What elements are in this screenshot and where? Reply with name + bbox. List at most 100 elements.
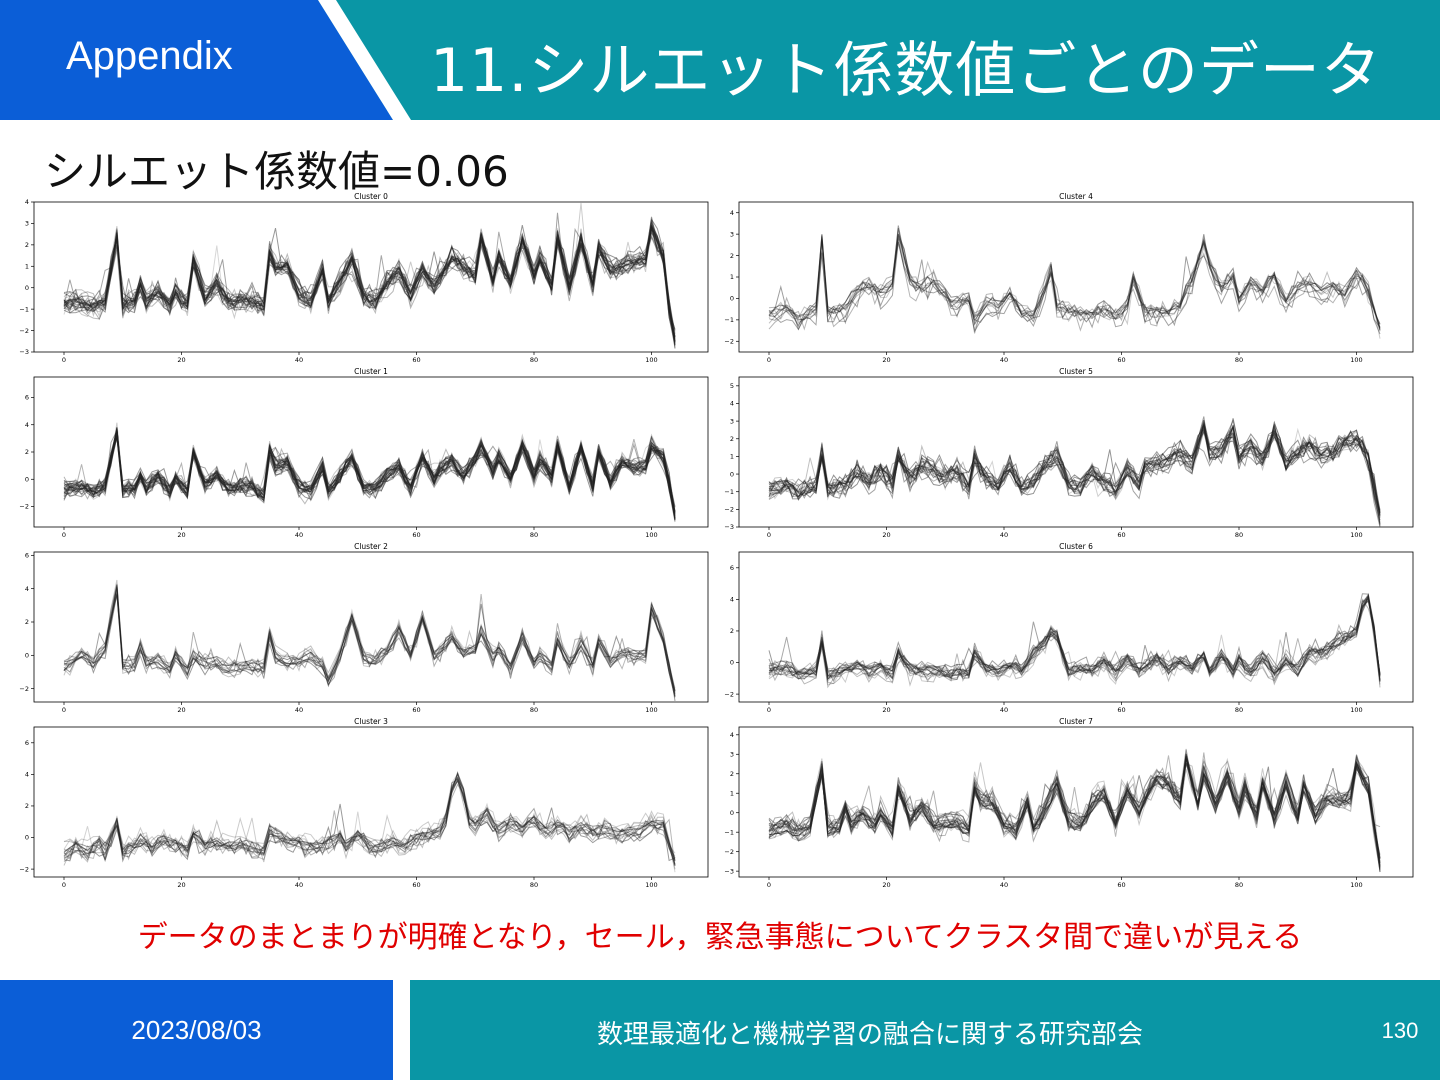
series-line [768, 422, 1381, 510]
series-line [63, 231, 676, 342]
y-tick-label: −2 [724, 506, 734, 514]
series-line [768, 416, 1381, 514]
series-line [63, 228, 676, 331]
y-tick-label: 1 [25, 262, 29, 270]
x-tick-label: 60 [1117, 706, 1125, 714]
chart-cluster-7: Cluster 7 0 20 40 60 80 100 −3 −2 −1 0 1 2 3 4 [724, 717, 1414, 889]
plot-frame [33, 376, 709, 528]
y-tick-label: 3 [730, 750, 734, 758]
series-line [63, 422, 676, 509]
series-group [63, 579, 676, 701]
chart-title: Cluster 6 [1059, 542, 1093, 551]
series-line [63, 435, 676, 519]
series-line [63, 594, 676, 698]
series-line [768, 758, 1381, 863]
series-line [63, 435, 676, 517]
y-tick-label: 3 [730, 230, 734, 238]
y-tick-label: −1 [724, 488, 734, 496]
y-tick-label: 1 [730, 453, 734, 461]
series-line [63, 221, 676, 332]
series-line [63, 593, 676, 694]
chart-panel-cluster-5: Cluster 5 0 20 40 60 80 100 −3 −2 −1 0 1 2 3 4 5 [713, 365, 1420, 540]
series-line [768, 763, 1381, 867]
y-tick-label: 0 [25, 652, 29, 660]
series-line [768, 420, 1381, 525]
series-line [768, 420, 1381, 521]
series-line [63, 584, 676, 693]
series-line [63, 438, 676, 507]
series-line [768, 422, 1381, 516]
series-line [768, 758, 1381, 865]
series-line [768, 758, 1381, 868]
x-tick-label: 40 [295, 881, 303, 889]
x-tick-label: 0 [62, 356, 66, 364]
series-line [63, 437, 676, 519]
x-tick-label: 80 [530, 706, 538, 714]
x-tick-label: 80 [530, 356, 538, 364]
series-line [63, 229, 676, 349]
series-line [63, 779, 676, 865]
series-line [63, 585, 676, 692]
series-line [768, 242, 1381, 335]
y-tick-label: 1 [730, 273, 734, 281]
x-tick-label: 40 [1000, 706, 1008, 714]
series-line [768, 424, 1381, 528]
y-tick-label: 4 [25, 585, 29, 593]
y-tick-label: −3 [724, 867, 734, 875]
y-tick-label: −1 [19, 305, 29, 313]
chart-cluster-6: Cluster 6 0 20 40 60 80 100 −2 0 2 4 6 [724, 542, 1414, 714]
y-tick-label: −2 [724, 337, 734, 345]
series-line [63, 230, 676, 347]
series-line [63, 594, 676, 689]
y-tick-label: 0 [25, 284, 29, 292]
series-line [768, 755, 1381, 870]
series-line [63, 586, 676, 697]
series-line [768, 425, 1381, 514]
x-tick-label: 100 [1350, 356, 1362, 364]
x-tick-label: 40 [295, 531, 303, 539]
x-tick-label: 40 [295, 706, 303, 714]
x-tick-label: 0 [62, 881, 66, 889]
series-line [63, 228, 676, 345]
x-tick-label: 0 [767, 881, 771, 889]
y-tick-label: −3 [724, 523, 734, 531]
series-line [768, 598, 1381, 688]
series-line [768, 233, 1381, 330]
x-tick-label: 100 [645, 531, 657, 539]
y-tick-label: 0 [25, 475, 29, 483]
chart-cluster-2: Cluster 2 0 20 40 60 80 100 −2 0 2 4 6 [19, 542, 709, 714]
series-line [768, 422, 1381, 517]
series-line [768, 763, 1381, 867]
chart-title: Cluster 0 [354, 192, 388, 201]
chart-panel-cluster-6: Cluster 6 0 20 40 60 80 100 −2 0 2 4 6 [713, 540, 1420, 715]
series-line [768, 756, 1381, 856]
series-line [63, 778, 676, 866]
series-line [63, 212, 676, 345]
footer-date-bar [0, 980, 393, 1080]
series-line [63, 586, 676, 691]
y-tick-label: 0 [25, 834, 29, 842]
series-line [768, 426, 1381, 526]
series-line [63, 219, 676, 336]
series-line [63, 226, 676, 341]
y-tick-label: 0 [730, 470, 734, 478]
chart-title: Cluster 2 [354, 542, 388, 551]
series-line [63, 227, 676, 343]
y-tick-label: 0 [730, 295, 734, 303]
y-tick-label: 2 [25, 802, 29, 810]
y-tick-label: 4 [25, 771, 29, 779]
series-line [63, 427, 676, 512]
series-line [768, 592, 1381, 686]
y-tick-label: 4 [730, 209, 734, 217]
series-line [768, 753, 1381, 859]
series-line [63, 427, 676, 520]
series-line [63, 436, 676, 512]
chart-cluster-3: Cluster 3 0 20 40 60 80 100 −2 0 2 4 6 [19, 717, 709, 889]
series-group [63, 422, 676, 523]
chart-title: Cluster 1 [354, 367, 388, 376]
x-tick-label: 40 [1000, 881, 1008, 889]
series-line [63, 230, 676, 343]
y-tick-label: −2 [19, 865, 29, 873]
series-line [63, 430, 676, 512]
series-line [63, 589, 676, 696]
